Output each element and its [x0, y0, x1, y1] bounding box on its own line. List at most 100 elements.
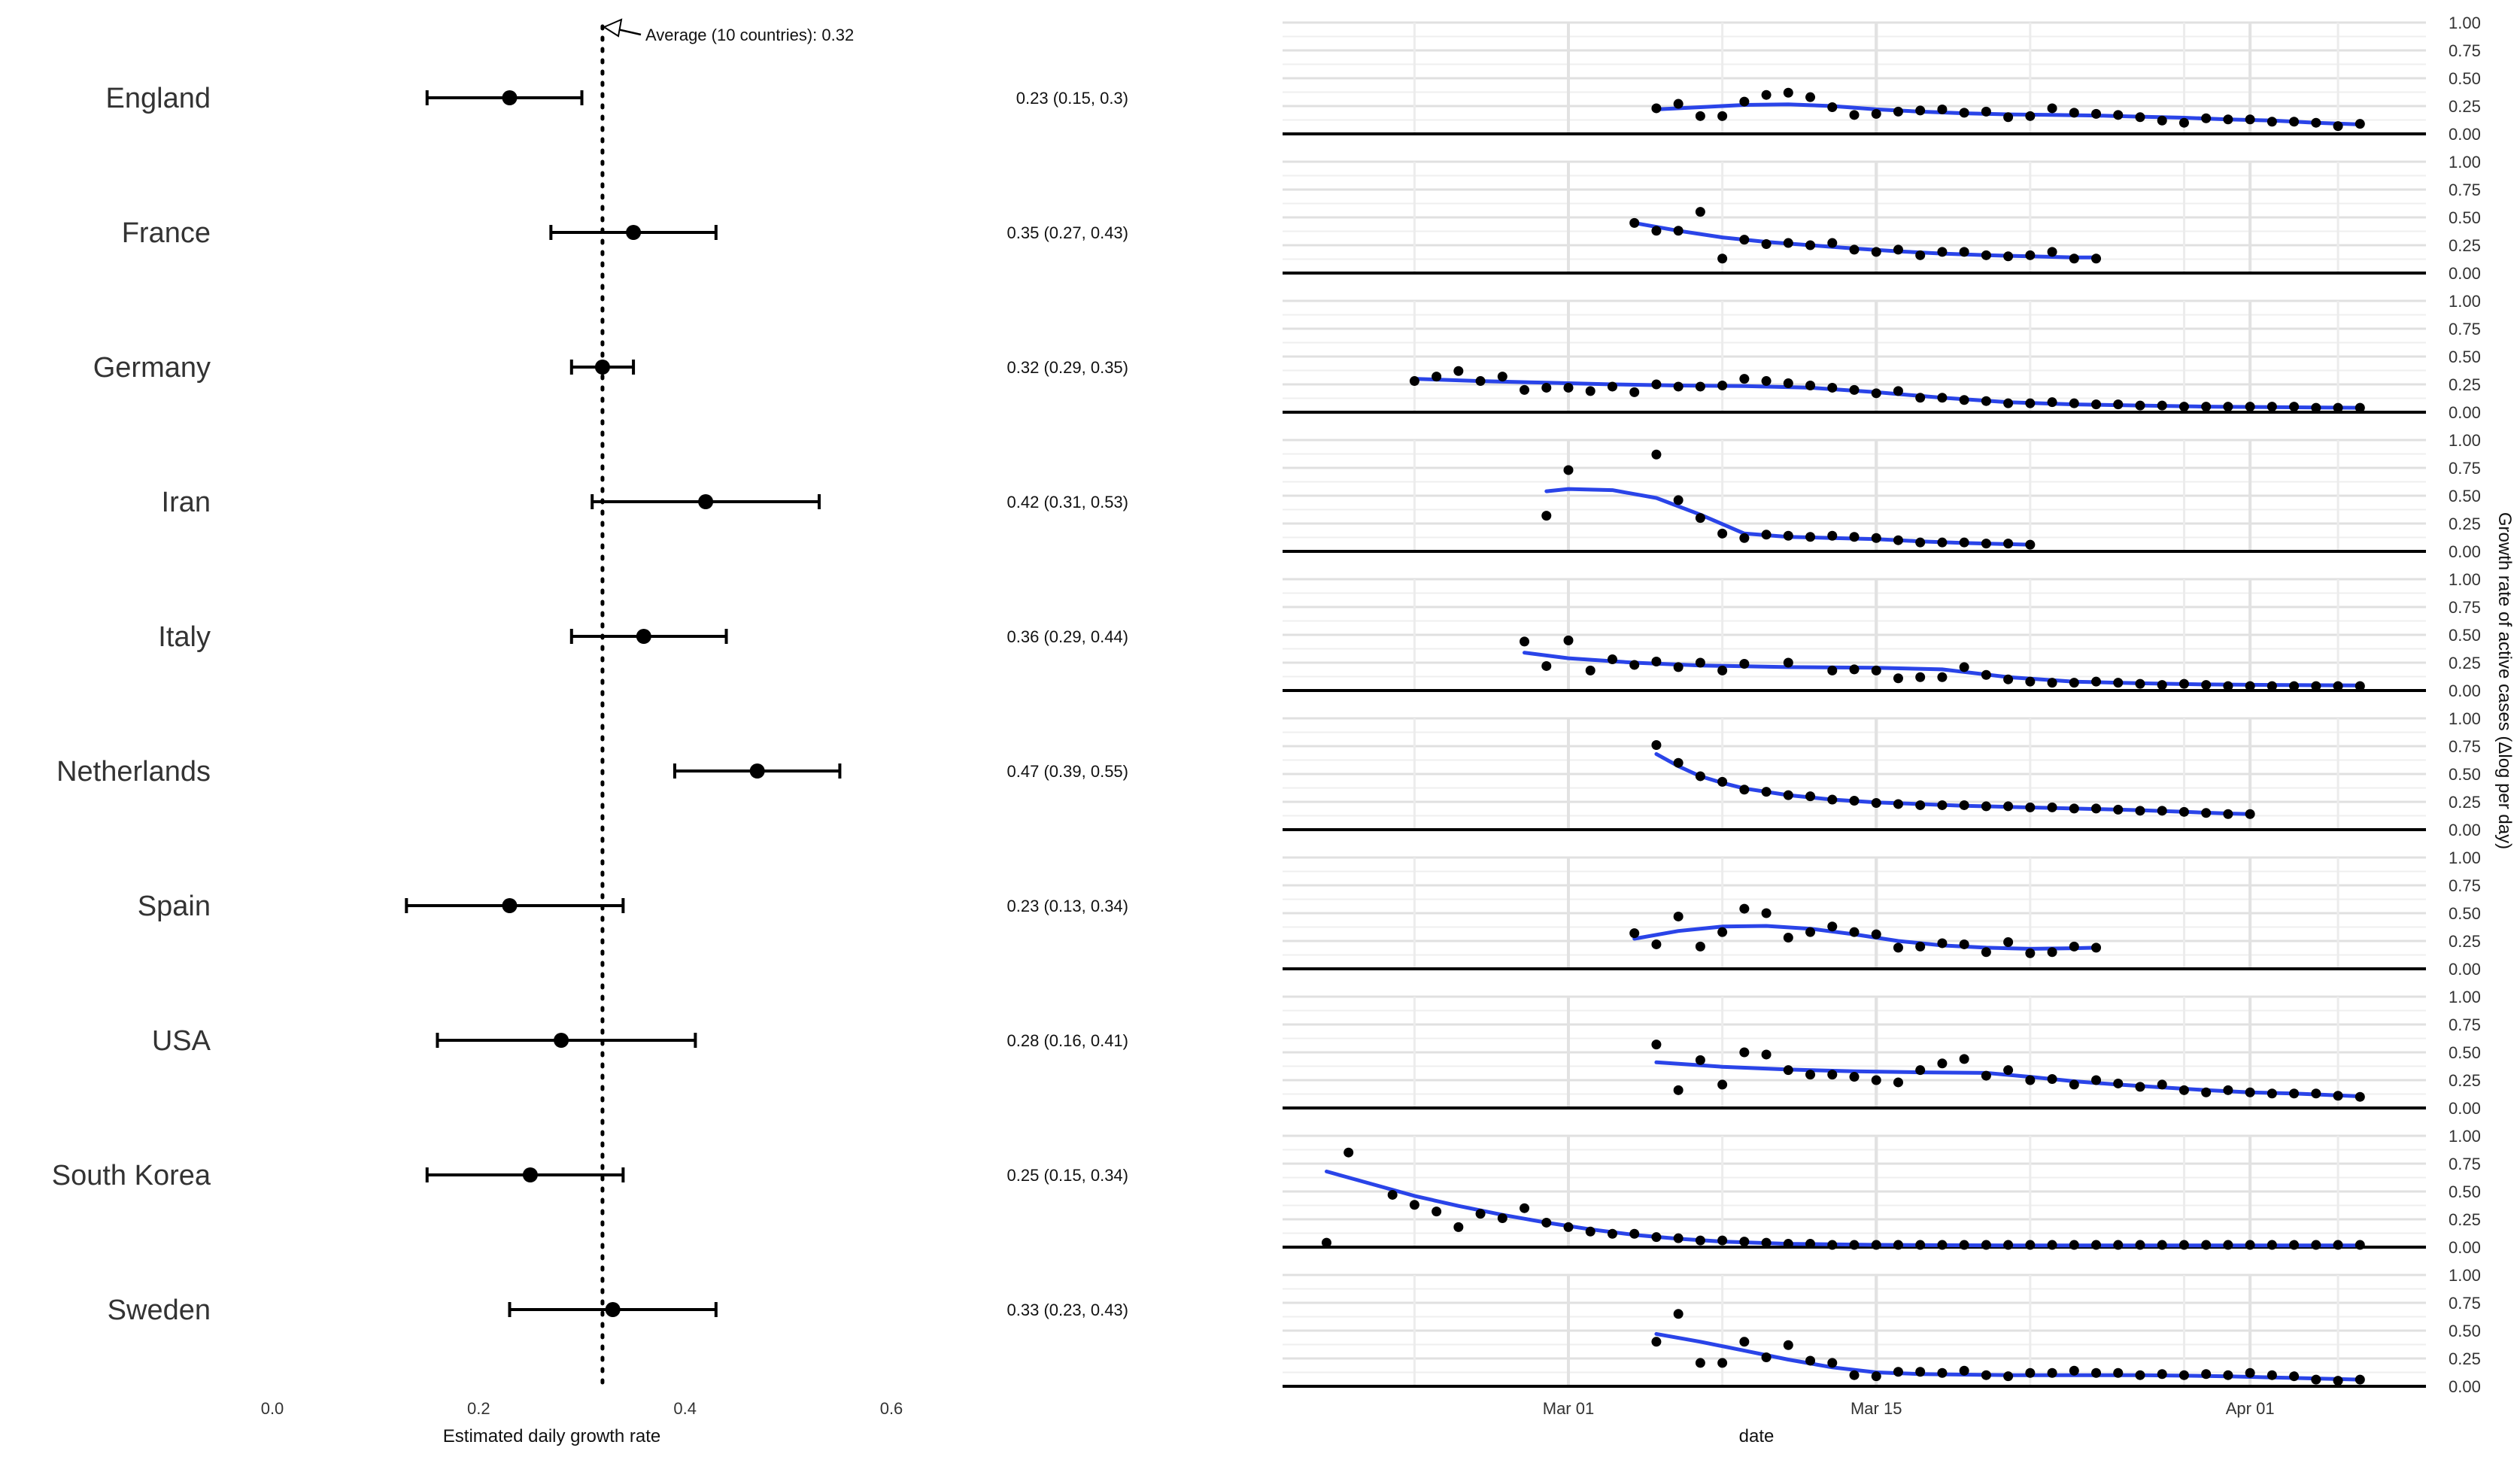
- data-point: [1893, 535, 1903, 545]
- data-point: [1805, 1070, 1816, 1080]
- y-tick-label: 0.00: [2449, 681, 2481, 700]
- data-point: [1739, 533, 1750, 543]
- data-point: [1475, 1209, 1486, 1219]
- data-point: [1827, 102, 1838, 112]
- data-point: [1717, 1358, 1728, 1368]
- y-tick-label: 1.00: [2449, 153, 2481, 172]
- data-point: [1827, 665, 1838, 675]
- data-point: [1761, 908, 1772, 918]
- y-tick-label: 1.00: [2449, 988, 2481, 1006]
- data-point: [2223, 1240, 2233, 1250]
- data-point: [2266, 1370, 2277, 1380]
- y-tick-label: 1.00: [2449, 292, 2481, 311]
- data-point: [1717, 665, 1728, 675]
- data-point: [2047, 103, 2057, 114]
- data-point: [1651, 226, 1662, 236]
- country-label: Germany: [93, 352, 211, 384]
- y-tick-label: 0.25: [2449, 375, 2481, 394]
- x-tick-label: Apr 01: [2226, 1399, 2275, 1418]
- data-point: [1497, 372, 1507, 382]
- y-tick-label: 1.00: [2449, 1127, 2481, 1146]
- data-point: [1981, 801, 1991, 812]
- data-point: [1673, 662, 1684, 672]
- data-point: [1651, 1040, 1662, 1050]
- estimate-point: [749, 763, 765, 779]
- data-point: [1827, 530, 1838, 541]
- data-point: [2047, 247, 2057, 257]
- data-point: [1783, 1065, 1793, 1076]
- data-point: [2333, 1376, 2343, 1386]
- data-point: [1673, 381, 1684, 392]
- data-point: [2025, 539, 2036, 550]
- y-tick-label: 0.25: [2449, 793, 2481, 812]
- data-point: [1893, 106, 1903, 117]
- data-point: [1827, 1070, 1838, 1080]
- data-point: [1959, 939, 1969, 949]
- data-point: [2157, 115, 2167, 126]
- data-point: [2113, 110, 2124, 120]
- data-point: [1651, 740, 1662, 751]
- data-point: [2355, 402, 2365, 413]
- data-point: [1629, 217, 1640, 228]
- small-multiples: 0.00 0.25 0.50 0.75 1.00 0.00 0.25 0.50 0.75 1.00…: [1283, 14, 2515, 1446]
- data-point: [1739, 1047, 1750, 1058]
- data-point: [1871, 665, 1881, 675]
- data-point: [2178, 117, 2189, 128]
- y-tick-label: 0.75: [2449, 320, 2481, 338]
- y-tick-label: 0.75: [2449, 41, 2481, 60]
- y-tick-label: 0.75: [2449, 737, 2481, 756]
- data-point: [1981, 947, 1991, 958]
- y-tick-label: 0.25: [2449, 236, 2481, 255]
- country-label: Iran: [162, 487, 211, 518]
- y-tick-label: 1.00: [2449, 848, 2481, 867]
- data-point: [2333, 402, 2343, 413]
- data-point: [2047, 397, 2057, 408]
- data-point: [1761, 1352, 1772, 1363]
- data-point: [1937, 1367, 1948, 1378]
- forest-row: USA 0.28 (0.16, 0.41): [152, 1025, 1128, 1057]
- y-tick-label: 0.00: [2449, 403, 2481, 422]
- data-point: [1959, 537, 1969, 548]
- data-point: [1717, 380, 1728, 390]
- y-tick-label: 0.50: [2449, 487, 2481, 505]
- data-point: [1432, 1207, 1442, 1217]
- data-point: [2003, 398, 2014, 408]
- y-tick-label: 0.50: [2449, 765, 2481, 784]
- data-point: [1981, 396, 1991, 406]
- forest-row: Netherlands 0.47 (0.39, 0.55): [56, 756, 1128, 788]
- panel-germany: 0.00 0.25 0.50 0.75 1.00: [1283, 292, 2481, 422]
- data-point: [2091, 1367, 2102, 1378]
- data-point: [2025, 398, 2036, 408]
- data-point: [1915, 1367, 1926, 1377]
- estimate-ci-label: 0.23 (0.13, 0.34): [1007, 897, 1128, 915]
- data-point: [1453, 366, 1464, 376]
- country-label: Spain: [138, 891, 211, 922]
- country-label: France: [122, 217, 211, 249]
- data-point: [1497, 1213, 1507, 1224]
- data-point: [1959, 108, 1969, 118]
- data-point: [1871, 388, 1881, 399]
- estimate-ci-label: 0.23 (0.15, 0.3): [1016, 89, 1128, 108]
- data-point: [1915, 800, 1926, 810]
- data-point: [1739, 96, 1750, 107]
- data-point: [1827, 1240, 1838, 1250]
- panel-france: 0.00 0.25 0.50 0.75 1.00: [1283, 153, 2481, 283]
- data-point: [1783, 378, 1793, 389]
- data-point: [2025, 802, 2036, 812]
- data-point: [1893, 1367, 1903, 1377]
- data-point: [1739, 903, 1750, 914]
- data-point: [2003, 674, 2014, 684]
- y-tick-label: 0.75: [2449, 1155, 2481, 1173]
- data-point: [2333, 681, 2343, 691]
- data-point: [1651, 1337, 1662, 1347]
- country-label: Netherlands: [56, 756, 211, 788]
- data-point: [2113, 399, 2124, 410]
- data-point: [2355, 1240, 2365, 1250]
- estimate-ci-label: 0.32 (0.29, 0.35): [1007, 358, 1128, 377]
- x-axis-title: Estimated daily growth rate: [443, 1426, 660, 1446]
- data-point: [1761, 1237, 1772, 1248]
- data-point: [2266, 681, 2277, 691]
- data-point: [1915, 105, 1926, 116]
- data-point: [1959, 247, 1969, 257]
- data-point: [1893, 386, 1903, 396]
